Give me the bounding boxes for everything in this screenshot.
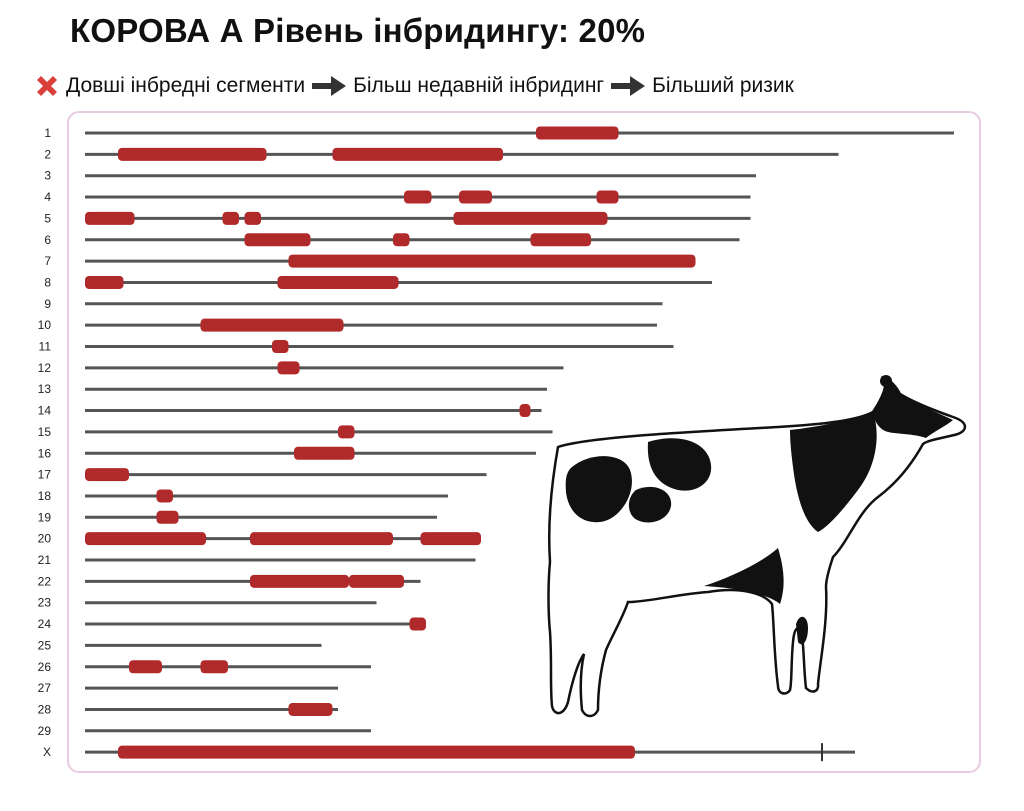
inbred-segment bbox=[250, 532, 393, 546]
chromosome-label: 25 bbox=[38, 638, 52, 652]
inbred-segment bbox=[530, 233, 591, 247]
inbred-segment bbox=[459, 190, 492, 204]
inbred-segment bbox=[409, 617, 426, 631]
inbred-segment bbox=[288, 254, 696, 268]
chromosome-label: 9 bbox=[44, 297, 51, 311]
inbred-segment bbox=[536, 126, 619, 140]
red-x-icon bbox=[37, 76, 57, 96]
inbred-segment bbox=[420, 532, 481, 546]
inbred-segment bbox=[85, 211, 135, 225]
cow-patch-foreleg bbox=[796, 616, 808, 645]
inbred-segment bbox=[332, 147, 503, 161]
chromosome-label: 1 bbox=[44, 126, 51, 140]
inbred-segment bbox=[277, 361, 300, 375]
inbred-segment bbox=[200, 660, 228, 674]
chromosome-label: 7 bbox=[44, 254, 51, 268]
chromosome-label: 6 bbox=[44, 233, 51, 247]
inbred-segment bbox=[596, 190, 619, 204]
chromosome-panel bbox=[67, 111, 981, 773]
inbred-segment bbox=[338, 425, 355, 439]
inbred-segment bbox=[129, 660, 162, 674]
cow-patch-head bbox=[873, 378, 953, 438]
chromosome-label: 2 bbox=[44, 147, 51, 161]
inbred-segment bbox=[156, 489, 173, 503]
inbred-segment bbox=[393, 233, 410, 247]
chromosome-label: 12 bbox=[38, 361, 52, 375]
right-arrow-icon bbox=[312, 76, 347, 96]
chromosome-label: 13 bbox=[38, 382, 52, 396]
cow-patch-neck bbox=[790, 412, 877, 532]
inbred-segment bbox=[156, 510, 179, 524]
chromosome-label: 18 bbox=[38, 489, 52, 503]
inbred-segment bbox=[85, 532, 206, 546]
chromosome-label: 17 bbox=[38, 468, 52, 482]
chromosome-label: 3 bbox=[44, 169, 51, 183]
inbred-segment bbox=[272, 340, 289, 353]
inbred-segment bbox=[277, 275, 399, 289]
inbred-segment bbox=[200, 318, 344, 332]
inbred-segment bbox=[118, 147, 267, 161]
inbred-segment bbox=[85, 275, 124, 289]
chromosome-label: 23 bbox=[38, 596, 52, 610]
right-arrow-icon bbox=[611, 76, 646, 96]
inbred-segment bbox=[404, 190, 432, 204]
chromosome-label: 10 bbox=[38, 318, 52, 332]
inbred-segment bbox=[294, 446, 355, 460]
chromosome-label: 19 bbox=[38, 510, 52, 524]
legend-recent-inbreeding: Більш недавній інбридинг bbox=[353, 74, 605, 97]
chromosome-label: 21 bbox=[38, 553, 52, 567]
chromosome-label: 5 bbox=[44, 211, 51, 225]
chromosome-label: 28 bbox=[38, 702, 52, 716]
chromosome-label: 8 bbox=[44, 275, 51, 289]
cow-illustration bbox=[547, 375, 967, 718]
chromosome-label: 14 bbox=[38, 404, 52, 418]
chromosome-label: 26 bbox=[38, 660, 52, 674]
inbred-segment bbox=[250, 574, 349, 588]
chromosome-label: 4 bbox=[44, 190, 51, 204]
legend: Довші інбредні сегменти Більш недавній і… bbox=[32, 68, 794, 104]
chromosome-label: 22 bbox=[38, 574, 52, 588]
chromosome-label: X bbox=[43, 745, 51, 759]
inbred-segment bbox=[118, 745, 635, 759]
inbred-segment bbox=[349, 574, 404, 588]
inbred-segment bbox=[288, 702, 333, 716]
chromosome-label: 24 bbox=[38, 617, 52, 631]
cow-patch-left bbox=[565, 456, 632, 523]
chromosome-label: 27 bbox=[38, 681, 52, 695]
inbred-segment bbox=[244, 211, 261, 225]
cow-ear bbox=[880, 375, 892, 387]
cow-patch-hind bbox=[704, 548, 784, 604]
cow-patch-lower bbox=[628, 486, 672, 523]
inbred-segment bbox=[244, 233, 311, 247]
inbred-segment bbox=[519, 404, 531, 418]
legend-longer-segments: Довші інбредні сегменти bbox=[66, 74, 306, 97]
chromosome-label: 15 bbox=[38, 425, 52, 439]
inbred-segment bbox=[85, 468, 129, 482]
cow-patch-center bbox=[647, 438, 712, 491]
legend-higher-risk: Більший ризик bbox=[652, 74, 794, 97]
inbred-segment bbox=[222, 211, 239, 225]
chromosome-label: 20 bbox=[38, 532, 52, 546]
page-title: КОРОВА А Рівень інбридингу: 20% bbox=[70, 12, 646, 49]
chromosome-label: 16 bbox=[38, 446, 52, 460]
chromosome-label: 29 bbox=[38, 724, 52, 738]
inbred-segment bbox=[453, 211, 608, 225]
chromosome-label: 11 bbox=[39, 340, 52, 354]
